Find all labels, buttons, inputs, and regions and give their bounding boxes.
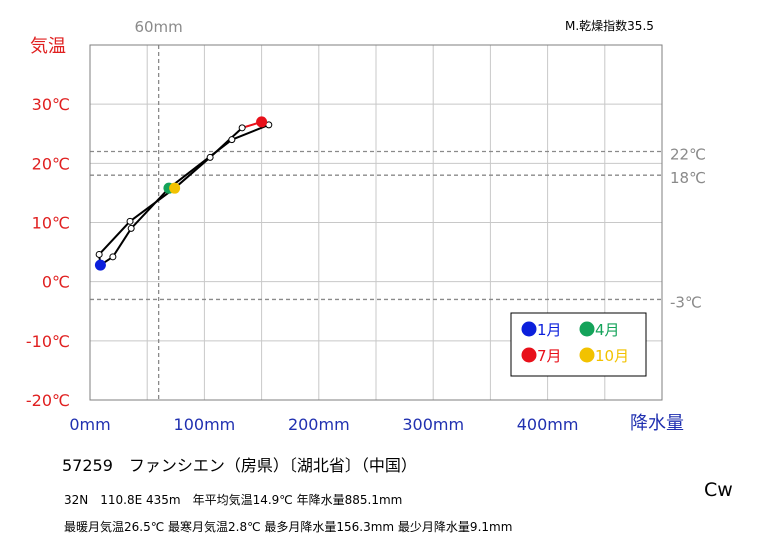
y-tick-label: -20℃ [26,391,70,410]
reference-label-temp: 22℃ [670,146,706,164]
legend-marker [521,321,537,337]
station-title: 57259 ファンシエン（房県）〔湖北省〕（中国） [62,456,417,475]
highlight-month-point [256,116,268,128]
legend-marker [579,321,595,337]
series-segment [209,126,244,159]
y-tick-label: 20℃ [32,154,70,173]
series-segment [111,227,133,258]
series-segment [230,123,270,141]
x-tick-label: 100mm [174,415,236,434]
climograph-series [94,116,273,271]
y-tick-label: 0℃ [42,273,70,292]
series-segment [173,156,212,190]
y-tick-label: 30℃ [32,95,70,114]
series-segment [130,187,170,230]
dryness-index-label: M.乾燥指数35.5 [565,18,654,33]
month-point [109,253,117,261]
x-tick-label: 300mm [402,415,464,434]
series-segment [98,220,132,256]
legend: 1月 4月 7月 10月 [510,312,647,377]
x-tick-label: 200mm [288,415,350,434]
x-tick-label: 0mm [69,415,110,434]
month-point [238,124,246,132]
plot-frame [89,44,663,401]
station-location-info: 32N 110.8E 435m 年平均気温14.9℃ 年降水量885.1mm [64,493,403,507]
y-tick-label: 10℃ [32,214,70,233]
month-point [228,136,236,144]
station-extremes-info: 最暖月気温26.5℃ 最寒月気温2.8℃ 最多月降水量156.3mm 最少月降水… [64,520,513,534]
climate-class-label: Cw [704,479,733,501]
legend-label: 4月 [595,321,620,339]
reference-label-precip: 60mm [134,18,182,36]
legend-label: 1月 [537,321,562,339]
reference-label-temp: 18℃ [670,169,706,187]
series-segment [129,187,176,223]
x-tick-label: 400mm [517,415,579,434]
y-axis-title: 気温 [30,36,66,57]
legend-label: 7月 [537,347,562,365]
legend-label: 10月 [595,347,629,365]
axis-ticks: -20℃ -10℃ 0℃ 10℃ 20℃ 30℃ 0mm 100mm 200mm 300mm 400… [26,95,579,434]
reference-label-temp: -3℃ [670,293,702,311]
x-axis-title: 降水量 [630,413,684,434]
highlight-month-point [94,259,106,271]
highlight-month-point [169,182,181,194]
reference-lines: 22℃ 18℃ -3℃ 60mm [90,18,706,400]
month-point [95,250,103,258]
legend-marker [521,347,537,363]
y-tick-label: -10℃ [26,332,70,351]
month-point [126,217,134,225]
month-point [206,153,214,161]
month-point [127,224,135,232]
legend-marker [579,347,595,363]
